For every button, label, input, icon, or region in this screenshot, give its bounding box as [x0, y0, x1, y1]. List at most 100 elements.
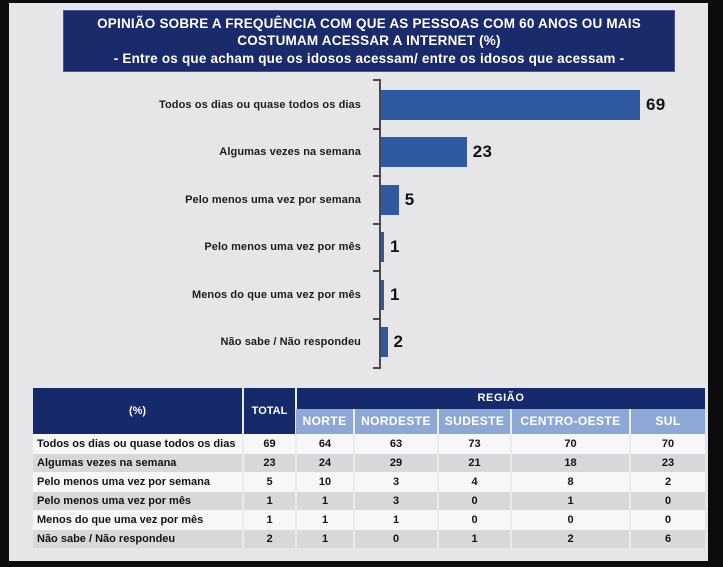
cell-total: 69 [242, 433, 296, 453]
bar-category-label: Todos os dias ou quase todos os dias [158, 98, 361, 111]
bar-category-label: Menos do que uma vez por mês [191, 288, 361, 301]
bar [380, 232, 384, 263]
cell-sul: 6 [628, 528, 706, 548]
cell-sudeste: 1 [437, 528, 511, 548]
page-subtitle: - Entre os que acham que os idosos acess… [113, 50, 625, 66]
cell-sul: 70 [628, 433, 706, 453]
row-label: Não sabe / Não respondeu [33, 528, 243, 548]
page-title: OPINIÃO SOBRE A FREQUÊNCIA COM QUE AS PE… [97, 15, 641, 49]
cell-sul: 0 [628, 509, 706, 529]
table-header-region-group: REGIÃO [294, 388, 706, 408]
cell-sudeste: 4 [437, 471, 511, 491]
row-label: Menos do que uma vez por mês [33, 509, 243, 529]
chart-row: Todos os dias ou quase todos os dias 69 [9, 81, 708, 129]
row-label: Pelo menos uma vez por mês [33, 490, 243, 510]
bar-chart: Todos os dias ou quase todos os dias 69 … [9, 79, 708, 369]
bar-area: 1 [371, 232, 708, 263]
cell-norte: 64 [295, 433, 354, 453]
bar-area: 2 [371, 327, 708, 358]
chart-row: Algumas vezes na semana 23 [9, 129, 708, 177]
cell-centro-oeste: 8 [510, 471, 630, 491]
cell-nordeste: 3 [353, 471, 438, 491]
cell-centro-oeste: 1 [510, 490, 630, 510]
chart-row: Menos do que uma vez por mês 1 [9, 271, 708, 319]
chart-row: Pelo menos uma vez por semana 5 [9, 176, 708, 224]
cell-centro-oeste: 2 [510, 528, 630, 548]
bar-category-label: Pelo menos uma vez por semana [185, 193, 361, 206]
bar [380, 279, 384, 310]
bar-value-label: 23 [472, 142, 493, 162]
table-row: Pelo menos uma vez por mês 1 1 3 0 1 0 [33, 490, 706, 510]
bar-value-label: 5 [404, 189, 415, 209]
title-box: OPINIÃO SOBRE A FREQUÊNCIA COM QUE AS PE… [63, 10, 675, 72]
bar-area: 69 [371, 89, 708, 120]
cell-nordeste: 1 [353, 509, 438, 529]
cell-total: 23 [242, 452, 296, 472]
table-row: Todos os dias ou quase todos os dias 69 … [33, 433, 706, 453]
slide-canvas: OPINIÃO SOBRE A FREQUÊNCIA COM QUE AS PE… [9, 3, 708, 561]
row-label: Pelo menos uma vez por semana [33, 471, 243, 491]
table-row: Não sabe / Não respondeu 2 1 0 1 2 6 [33, 528, 706, 548]
bar [380, 184, 399, 215]
region-table: (%) TOTAL REGIÃO NORTE NORDESTE SUDESTE … [33, 388, 706, 548]
table-row: Algumas vezes na semana 23 24 29 21 18 2… [33, 452, 706, 472]
bar [380, 137, 467, 168]
axis-tick [373, 127, 380, 130]
cell-nordeste: 3 [353, 490, 438, 510]
table-header-nordeste: NORDESTE [353, 407, 438, 434]
bar [380, 327, 388, 358]
table-header-sul: SUL [628, 407, 706, 434]
cell-sul: 0 [628, 490, 706, 510]
table-row: Menos do que uma vez por mês 1 1 1 0 0 0 [33, 509, 706, 529]
row-label: Algumas vezes na semana [33, 452, 243, 472]
axis-tick [373, 367, 380, 369]
cell-centro-oeste: 0 [510, 509, 630, 529]
axis-tick [373, 317, 380, 320]
table-header-centro-oeste: CENTRO-OESTE [510, 407, 630, 434]
cell-total: 5 [242, 471, 296, 491]
cell-norte: 1 [295, 528, 354, 548]
chart-row: Pelo menos uma vez por mês 1 [9, 224, 708, 272]
table-header-pct: (%) [33, 388, 243, 434]
cell-centro-oeste: 18 [510, 452, 630, 472]
cell-sudeste: 21 [437, 452, 511, 472]
bar-area: 23 [371, 137, 708, 168]
bar-category-label: Pelo menos uma vez por mês [204, 241, 361, 254]
cell-sudeste: 0 [437, 490, 511, 510]
bar-value-label: 2 [393, 332, 404, 352]
axis-tick [373, 79, 380, 81]
bar [380, 89, 640, 120]
cell-sul: 23 [628, 452, 706, 472]
row-label: Todos os dias ou quase todos os dias [33, 433, 243, 453]
chart-row: Não sabe / Não respondeu 2 [9, 319, 708, 367]
cell-norte: 10 [295, 471, 354, 491]
bar-category-label: Algumas vezes na semana [219, 146, 361, 159]
cell-norte: 1 [295, 509, 354, 529]
bar-category-label: Não sabe / Não respondeu [220, 336, 361, 349]
cell-total: 1 [242, 490, 296, 510]
bar-value-label: 1 [390, 284, 400, 304]
table-row: Pelo menos uma vez por semana 5 10 3 4 8… [33, 471, 706, 491]
cell-norte: 24 [295, 452, 354, 472]
cell-centro-oeste: 70 [510, 433, 630, 453]
cell-total: 1 [242, 509, 296, 529]
table-header-sudeste: SUDESTE [437, 407, 511, 434]
cell-sudeste: 0 [437, 509, 511, 529]
bar-value-label: 1 [390, 237, 400, 257]
axis-tick [373, 222, 380, 225]
cell-sul: 2 [628, 471, 706, 491]
bar-area: 1 [371, 279, 708, 310]
axis-tick [373, 175, 380, 177]
cell-sudeste: 73 [437, 433, 511, 453]
bar-area: 5 [371, 184, 708, 215]
chart-axis [379, 79, 381, 369]
cell-nordeste: 63 [353, 433, 438, 453]
table-header-total: TOTAL [242, 388, 296, 434]
table-header-norte: NORTE [296, 407, 354, 434]
bar-value-label: 69 [646, 94, 666, 114]
cell-norte: 1 [295, 490, 354, 510]
axis-tick [373, 270, 380, 272]
cell-nordeste: 0 [353, 528, 438, 548]
cell-nordeste: 29 [353, 452, 438, 472]
